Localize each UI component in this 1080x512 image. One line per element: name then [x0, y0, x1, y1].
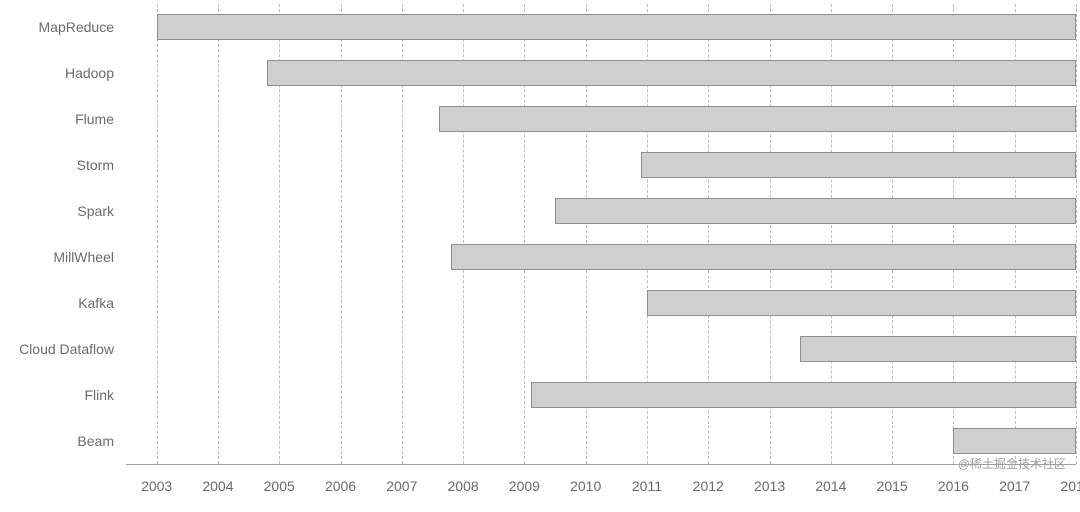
- x-axis-tick-label: 2014: [815, 478, 846, 494]
- x-axis-tick-label: 2010: [570, 478, 601, 494]
- x-axis-tick-label: 2017: [999, 478, 1030, 494]
- timeline-bar: [531, 382, 1076, 408]
- x-axis-tick-label: 2009: [509, 478, 540, 494]
- x-axis-tick-label: 2004: [202, 478, 233, 494]
- y-axis-category-label: Flink: [84, 387, 114, 403]
- x-axis-tick-label: 2013: [754, 478, 785, 494]
- timeline-bar: [439, 106, 1076, 132]
- timeline-bar: [157, 14, 1076, 40]
- x-axis-tick-label: 2005: [264, 478, 295, 494]
- x-axis-tick-label: 2011: [632, 478, 662, 494]
- x-axis-tick-label: 2016: [938, 478, 969, 494]
- y-axis-category-label: Hadoop: [65, 65, 114, 81]
- x-axis-tick-label: 2018: [1060, 478, 1080, 494]
- timeline-bar: [641, 152, 1076, 178]
- timeline-bar: [800, 336, 1076, 362]
- y-axis-category-label: Kafka: [78, 295, 114, 311]
- y-axis-category-label: Storm: [77, 157, 114, 173]
- x-gridline: [1076, 4, 1077, 464]
- x-axis-line: [126, 464, 1076, 465]
- x-axis-tick-label: 2003: [141, 478, 172, 494]
- plot-area: [126, 4, 1076, 464]
- y-axis-category-label: Cloud Dataflow: [19, 341, 114, 357]
- timeline-bar: [647, 290, 1076, 316]
- x-axis-tick-label: 2007: [386, 478, 417, 494]
- y-axis-category-label: MillWheel: [53, 249, 114, 265]
- timeline-bar: [953, 428, 1076, 454]
- watermark-text: @稀土掘金技术社区: [958, 455, 1066, 472]
- x-axis-tick-label: 2012: [693, 478, 724, 494]
- x-gridline: [218, 4, 219, 464]
- x-axis-tick-label: 2015: [877, 478, 908, 494]
- x-axis-tick-label: 2008: [448, 478, 479, 494]
- y-axis-category-label: Spark: [77, 203, 114, 219]
- timeline-gantt-chart: 2003 2004 2005 2006 2007 2008 2009 2010 2011 2012…: [0, 0, 1080, 512]
- y-axis-category-label: MapReduce: [39, 19, 115, 35]
- timeline-bar: [267, 60, 1076, 86]
- y-axis-category-label: Beam: [77, 433, 114, 449]
- y-axis-category-label: Flume: [75, 111, 114, 127]
- x-axis-tick-label: 2006: [325, 478, 356, 494]
- x-gridline: [157, 4, 158, 464]
- timeline-bar: [555, 198, 1076, 224]
- timeline-bar: [451, 244, 1076, 270]
